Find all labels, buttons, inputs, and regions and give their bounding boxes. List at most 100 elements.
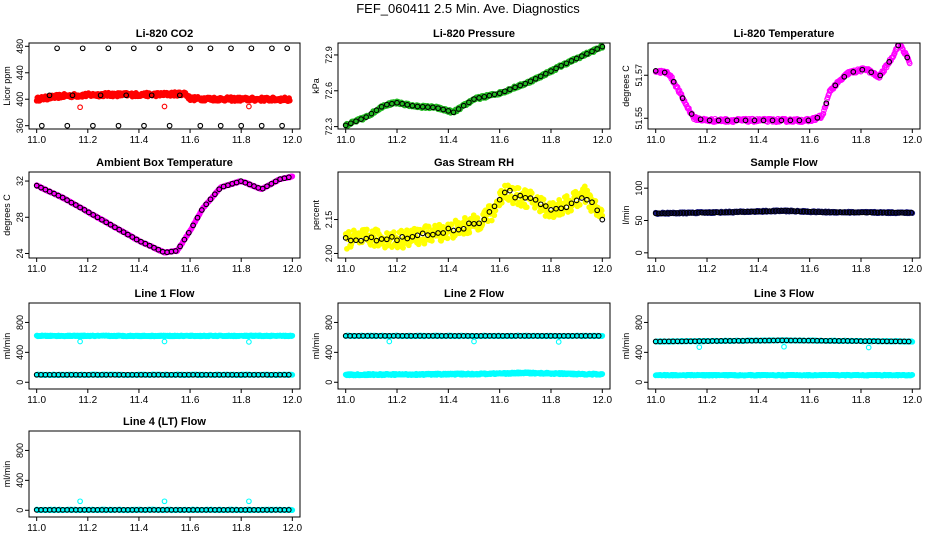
data-point [515,185,522,191]
data-point [899,209,905,216]
data-point [466,99,472,106]
data-point [742,208,748,215]
data-point [248,45,255,52]
data-point [440,106,447,113]
data-point [466,229,473,236]
data-point [859,209,865,216]
data-point [445,108,452,114]
y-tick-label: 400 [15,92,25,107]
data-point [527,78,534,85]
data-point [430,231,436,238]
data-point [496,90,503,97]
series-line1-avg [33,371,292,378]
x-tick-label: 11.2 [388,264,407,275]
data-point [776,208,782,214]
y-tick-label: 0 [15,380,25,385]
data-point [414,232,421,239]
data-point [194,214,201,221]
data-point [589,48,595,55]
data-point [409,102,416,109]
data-point [659,210,665,217]
data-point [462,214,468,221]
data-point [187,45,193,52]
chart-title: Li-820 Pressure [433,28,515,40]
x-tick-label: 11.4 [130,135,149,146]
x-tick-label: 12.0 [283,264,303,275]
data-point [363,114,370,120]
data-point [491,212,498,219]
x-tick-label: 11.0 [336,135,355,146]
data-point [378,103,385,110]
x-tick-label: 12.0 [593,135,613,146]
data-point [69,92,76,99]
series-co2-avg [38,45,291,129]
data-point [217,122,224,129]
data-point [364,226,370,233]
data-point [751,208,758,215]
data-point [831,209,838,216]
x-tick-label: 11.0 [27,135,46,146]
data-point [717,209,724,216]
x-tick-label: 12.0 [283,395,303,406]
series-line1-high [33,332,296,340]
chart-title: Line 2 Flow [444,288,504,300]
data-point [522,80,529,87]
x-tick-label: 12.0 [903,135,923,146]
data-point [383,101,390,108]
data-point [814,114,821,121]
data-point [796,117,803,124]
data-point [726,209,733,215]
x-tick-label: 11.0 [27,264,46,275]
data-point [871,209,878,216]
y-tick-label: 0 [324,380,334,385]
data-point [471,338,477,345]
data-point [185,229,192,236]
data-point [699,209,705,216]
data-point [207,196,214,203]
data-point [77,338,83,345]
data-point [440,230,447,236]
data-point [353,118,359,125]
data-point [398,227,405,234]
data-point [532,75,539,82]
data-point [840,209,847,216]
data-point [507,86,513,93]
data-point [177,243,183,250]
series-ambient-avg [33,174,292,256]
data-point [908,209,915,216]
data-point [661,69,668,76]
y-tick-label: 24 [15,248,25,258]
data-point [769,208,776,214]
x-tick-label: 11.2 [78,135,97,146]
x-tick-label: 11.4 [439,395,458,406]
data-point [757,208,764,215]
data-point [445,225,452,232]
y-axis-label: degrees C [2,194,12,236]
plot-frame [28,42,301,130]
data-point [246,103,252,110]
data-point [692,209,699,216]
data-point [662,210,668,217]
data-point [820,110,827,117]
data-point [805,117,812,124]
x-tick-label: 11.6 [490,135,509,146]
data-point [279,122,285,129]
series-pressure-avg [342,43,606,129]
data-point [216,186,223,193]
data-point [598,207,605,214]
plot-frame [337,42,611,130]
data-point [133,236,140,243]
y-tick-label: 28 [15,212,25,222]
data-point [68,199,75,206]
data-point [142,240,149,247]
data-point [285,174,292,181]
data-point [421,240,428,247]
data-point [115,122,122,129]
data-point [474,215,481,221]
data-point [373,237,380,244]
data-point [868,209,875,216]
data-point [760,208,767,215]
data-point [64,122,71,129]
x-tick-label: 11.4 [439,135,458,146]
